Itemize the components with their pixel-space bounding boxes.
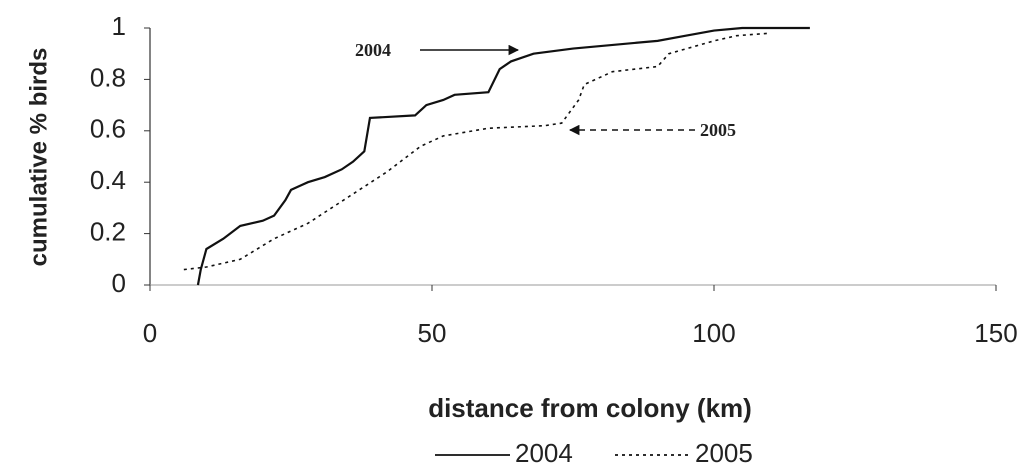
x-tick-label: 150 — [974, 318, 1017, 348]
legend-label: 2004 — [515, 438, 573, 468]
y-tick-label: 0 — [112, 268, 126, 298]
annotation: 2005 — [700, 120, 736, 140]
line-series — [183, 32, 771, 271]
annotation: 2004 — [355, 40, 391, 60]
y-tick-label: 0.6 — [90, 114, 126, 144]
x-tick-label: 50 — [418, 318, 447, 348]
y-tick-label: 1 — [112, 11, 126, 41]
x-tick-label: 100 — [692, 318, 735, 348]
y-tick-label: 0.2 — [90, 216, 126, 246]
line-series — [196, 26, 810, 286]
x-axis-title: distance from colony (km) — [428, 393, 752, 423]
legend-label: 2005 — [695, 438, 753, 468]
y-tick-label: 0.4 — [90, 165, 126, 195]
x-tick-label: 0 — [143, 318, 157, 348]
y-axis-title: cumulative % birds — [25, 48, 52, 267]
y-tick-label: 0.8 — [90, 62, 126, 92]
